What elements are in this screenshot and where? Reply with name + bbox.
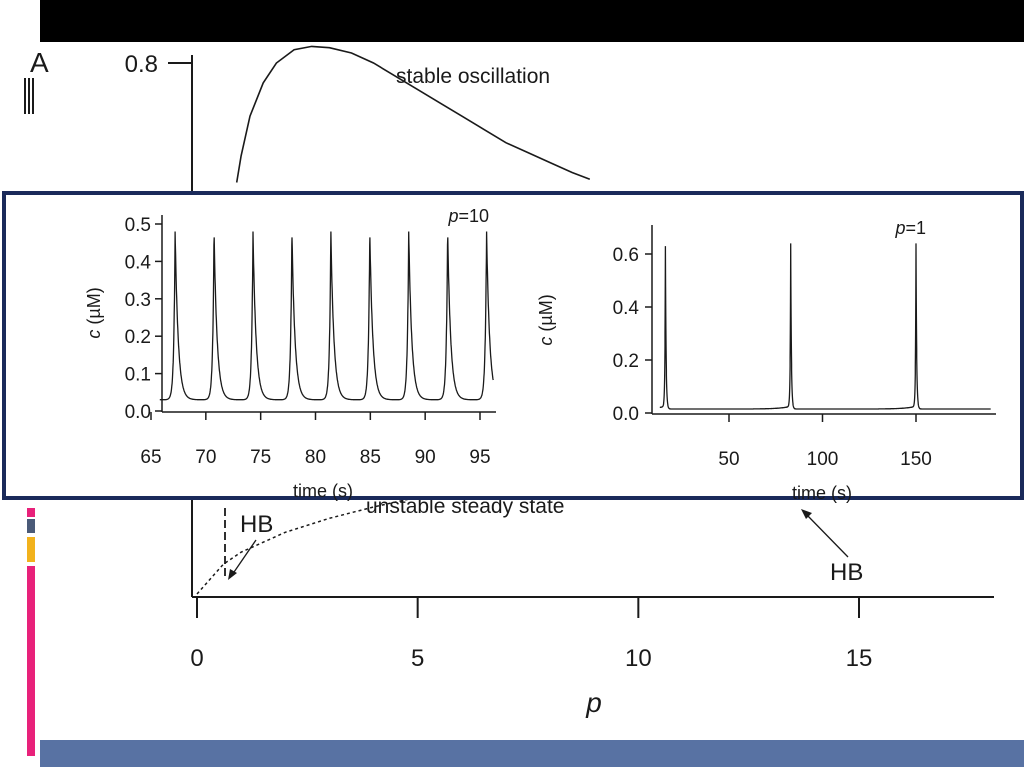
p10-y-tick-label: 0.2 [125,327,151,348]
panel-label: A [30,47,49,78]
hb-left-arrow [231,539,257,576]
p10-y-tick-label: 0.1 [125,365,151,386]
main-y-ticks: 0.8 [125,51,192,78]
p10-calcium-trace [159,231,494,401]
bifurcation-diagram: 0 5 10 15 0.8 stable oscillation unstable s… [125,45,994,718]
p1-x-tick-label: 150 [900,449,932,470]
main-x-tick-label: 15 [846,645,873,672]
p1-x-ticks: 50 100 150 [718,414,932,470]
p1-y-tick-label: 0.2 [613,351,639,372]
slide-accent-magenta [27,566,35,756]
p10-y-tick-label: 0.0 [125,402,151,423]
p10-parameter-label: p=10 [447,206,489,226]
p1-x-tick-label: 100 [807,449,839,470]
slide-header-bar [40,0,1024,42]
p1-parameter-label: p=1 [894,218,926,238]
p10-x-axis-title: time (s) [293,481,353,501]
p1-calcium-trace [659,243,991,410]
main-x-axis-title: p [585,687,602,718]
p10-y-tick-label: 0.5 [125,215,151,236]
p10-x-tick-label: 75 [250,447,271,468]
p1-y-tick-label: 0.0 [613,404,639,425]
inset-time-series-panel: 65 70 75 80 85 90 95 0.0 0.1 0.2 0.3 0.4 0.5 p=10 t… [2,191,1024,503]
p1-x-axis-title: time (s) [792,483,852,503]
p10-x-tick-label: 85 [360,447,381,468]
main-x-tick-label: 10 [625,645,652,672]
slide-accent-top [27,508,35,517]
timeseries-p1: 50 100 150 0.0 0.2 0.4 0.6 p=1 time (s) c (µM… [536,218,996,503]
main-x-tick-label: 0 [190,645,203,672]
hb-right-arrow [805,513,849,558]
hb-left-label: HB [240,511,273,538]
p10-x-ticks: 65 70 75 80 85 90 95 [140,412,491,468]
p10-x-tick-label: 80 [305,447,326,468]
hb-right-arrowhead [801,509,812,519]
hb-right-label: HB [830,559,863,586]
p1-y-ticks: 0.0 0.2 0.4 0.6 [613,245,652,425]
p1-y-tick-label: 0.6 [613,245,639,266]
p10-y-tick-label: 0.4 [125,252,152,273]
p10-x-tick-label: 65 [140,447,161,468]
timeseries-p10: 65 70 75 80 85 90 95 0.0 0.1 0.2 0.3 0.4 0.5 p=10 t… [84,206,496,501]
main-x-ticks: 0 5 10 15 [190,597,872,672]
p10-y-tick-label: 0.3 [125,290,151,311]
p10-y-axis-title: c (µM) [84,287,104,338]
p10-y-ticks: 0.0 0.1 0.2 0.3 0.4 0.5 [125,215,162,423]
p1-x-tick-label: 50 [718,449,739,470]
stable-oscillation-curve [235,45,591,183]
p10-x-tick-label: 70 [195,447,216,468]
p1-y-axis-title: c (µM) [536,294,556,345]
hb-left-arrowhead [228,569,237,580]
main-y-tick-label: 0.8 [125,51,158,78]
p10-x-tick-label: 90 [415,447,436,468]
p1-y-tick-label: 0.4 [613,298,640,319]
slide-accent-gold [27,537,35,562]
slide-footer-bar [40,740,1024,767]
stable-oscillation-label: stable oscillation [396,65,550,88]
panel-label-fragment: A [24,47,49,114]
unstable-steady-state-label: unstable steady state [366,495,564,518]
slide-accent-slate [27,519,35,533]
main-x-tick-label: 5 [411,645,424,672]
p10-x-tick-label: 95 [469,447,490,468]
